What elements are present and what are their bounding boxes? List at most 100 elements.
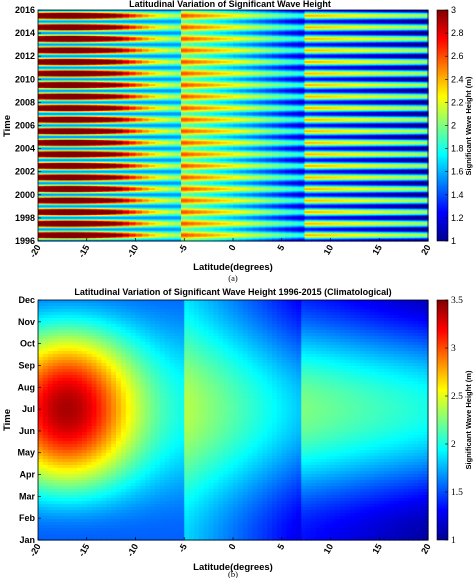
chart-a-cell [330,10,338,13]
chart-a-cell [220,63,228,66]
chart-a-cell [226,30,234,32]
chart-a-cell [376,61,384,64]
chart-a-cell [265,39,273,42]
chart-a-cell [382,34,390,36]
chart-a-cell [317,76,325,78]
chart-a-cell [207,72,215,75]
chart-a-cell [57,69,65,72]
chart-a-cell [350,17,358,20]
chart-a-cell [109,38,117,41]
chart-a-cell [265,76,273,78]
chart-a-cell [38,51,46,53]
chart-a-cell [408,38,416,41]
chart-a-cell [70,61,78,63]
chart-a-cell [161,64,169,67]
chart-a-cell [382,17,390,20]
chart-a-cell [382,82,390,84]
chart-a-cell [70,56,78,58]
chart-a-cell [265,47,273,50]
chart-a-cell [38,56,46,58]
chart-a-cell [181,23,189,26]
chart-a-cell [207,42,215,45]
chart-a-cell [343,77,351,79]
chart-a-cell [220,28,228,30]
chart-a-cell [64,76,72,78]
chart-a-cell [272,60,280,62]
chart-a-cell [350,44,358,47]
chart-a-cell [324,48,332,51]
chart-a-cell [57,19,65,22]
chart-a-cell [311,39,319,42]
chart-a-cell [220,70,228,73]
chart-a-cell [109,46,117,49]
chart-a-cell [265,52,273,54]
chart-a-cell [389,49,397,52]
chart-a-cell [181,60,189,62]
chart-a-cell [285,49,293,52]
chart-a-cell [122,44,130,47]
chart-a-cell [356,75,364,78]
chart-a-cell [337,68,345,71]
chart-a-cell [51,38,59,41]
chart-a-cell [77,19,85,22]
chart-a-cell [226,38,234,41]
chart-a-cell [187,15,195,18]
chart-a-cell [259,17,267,20]
chart-a-cell [421,27,429,29]
chart-a-cell [395,65,403,68]
chart-a-cell [90,26,98,28]
chart-a-cell [350,18,358,21]
chart-a-cell [77,23,85,26]
chart-a-cell [226,47,234,50]
chart-a-cell [174,28,182,30]
chart-a-cell [38,67,46,70]
chart-a-cell [161,61,169,63]
chart-a-cell [272,69,280,72]
chart-a-cell [122,82,130,84]
chart-a-cell [259,23,267,26]
chart-a-cell [415,15,423,18]
chart-a-cell [116,32,124,34]
chart-a-cell [421,36,429,39]
chart-a-cell [324,60,332,62]
chart-a-cell [421,61,429,63]
chart-a-cell [135,49,143,52]
chart-a-cell [129,63,137,66]
chart-a-cell [70,11,78,14]
chart-a-cell [161,80,169,82]
chart-a-cell [259,38,267,41]
chart-a-cell [330,69,338,72]
chart-a-cell [122,61,130,64]
chart-a-cell [369,42,377,45]
chart-a-cell [187,85,195,87]
chart-a-cell [272,68,280,71]
chart-a-cell [148,24,156,26]
chart-a-cell [220,77,228,79]
chart-a-cell [155,64,163,67]
chart-a-cell [51,69,59,72]
chart-a-cell [96,24,104,26]
chart-a-cell [207,39,215,42]
chart-a-cell [246,62,254,65]
chart-a-cell [213,68,221,71]
chart-a-cell [265,78,273,80]
chart-a-cell [220,45,228,48]
chart-a-cell [278,10,286,13]
chart-a-cell [363,24,371,26]
chart-a-cell [64,62,72,65]
chart-a-cell [285,11,293,14]
chart-a-cell [135,81,143,83]
chart-a-cell [142,16,150,19]
chart-a-cell [291,35,299,38]
chart-a-cell [142,64,150,67]
chart-a-cell [233,50,241,52]
chart-a-cell [421,16,429,19]
chart-a-cell [291,47,299,50]
chart-a-cell [207,73,215,76]
chart-a-cell [122,56,130,58]
chart-a-cell [363,79,371,81]
chart-a-cell [103,35,111,37]
chart-a-cell [408,71,416,74]
chart-a-cell [415,19,423,22]
chart-a-cell [317,21,325,24]
